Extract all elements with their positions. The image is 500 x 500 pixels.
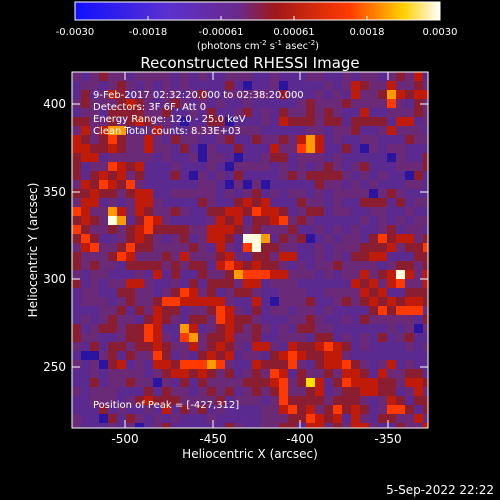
x-axis-label: Heliocentric X (arcsec) xyxy=(182,447,318,461)
plot-title: Reconstructed RHESSI Image xyxy=(140,54,359,72)
annotation-line: Detectors: 3F 6F, Att 0 xyxy=(93,102,206,113)
colorbar-units-label: (photons cm-2 s-1 asec-2) xyxy=(197,39,319,52)
x-axis-ticks: -500 -450 -400 -350 xyxy=(111,72,402,446)
y-axis-ticks: 250 300 350 400 xyxy=(43,97,428,374)
image-annotations: 9-Feb-2017 02:32:20.000 to 02:38:20.000D… xyxy=(93,90,304,137)
x-tick-label: -350 xyxy=(374,432,401,446)
plot-frame xyxy=(71,71,429,429)
timestamp: 5-Sep-2022 22:22 xyxy=(386,483,494,497)
y-tick-label: 250 xyxy=(43,360,66,374)
colorbar xyxy=(74,1,441,21)
x-tick-label: -400 xyxy=(286,432,313,446)
y-tick-label: 350 xyxy=(43,185,66,199)
peak-position-label: Position of Peak = [-427,312] xyxy=(93,400,239,411)
y-tick-label: 400 xyxy=(43,97,66,111)
y-tick-label: 300 xyxy=(43,272,66,286)
annotation-line: Energy Range: 12.0 - 25.0 keV xyxy=(93,114,246,125)
colorbar-tick-label: 0.0030 xyxy=(423,27,458,38)
x-tick-label: -500 xyxy=(111,432,138,446)
colorbar-tick-label: -0.00061 xyxy=(199,27,244,38)
annotation-line: 9-Feb-2017 02:32:20.000 to 02:38:20.000 xyxy=(93,90,304,101)
y-axis-label: Heliocentric Y (arcsec) xyxy=(26,183,40,318)
colorbar-tick-label: -0.0030 xyxy=(56,27,95,38)
x-tick-label: -450 xyxy=(199,432,226,446)
colorbar-ticks: -0.0030 -0.0018 -0.00061 0.00061 0.0018 0.003… xyxy=(56,16,458,38)
annotation-line: Clean Total counts: 8.33E+03 xyxy=(93,126,241,137)
colorbar-tick-label: -0.0018 xyxy=(129,27,168,38)
rhessi-image xyxy=(72,72,428,428)
colorbar-tick-label: 0.00061 xyxy=(273,27,314,38)
colorbar-tick-label: 0.0018 xyxy=(350,27,385,38)
